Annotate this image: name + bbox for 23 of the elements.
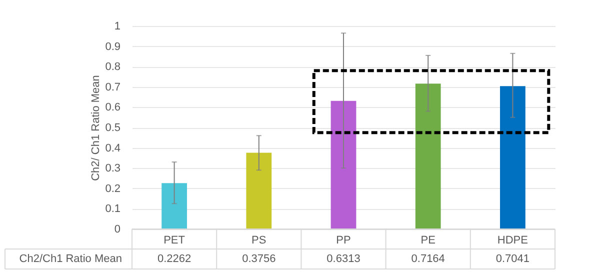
data-label: 0.7164 xyxy=(411,253,445,265)
y-tick-label: 0.7 xyxy=(105,81,120,94)
data-label: 0.2262 xyxy=(157,253,192,265)
data-label: 0.6313 xyxy=(326,253,360,265)
y-tick-label: 0 xyxy=(114,224,120,236)
y-tick-label: 1 xyxy=(114,20,120,32)
y-tick-label: 0.9 xyxy=(105,40,120,53)
x-tick-label: HDPE xyxy=(497,234,528,246)
y-tick-label: 0.3 xyxy=(105,162,120,175)
y-tick-label: 0.5 xyxy=(105,122,120,134)
x-tick-label: PP xyxy=(336,234,351,246)
x-tick-label: PET xyxy=(164,234,186,246)
x-tick-label: PE xyxy=(420,234,436,246)
y-axis-title: Ch2/ Ch1 Ratio Mean xyxy=(90,75,102,181)
y-tick-label: 0.6 xyxy=(105,102,120,114)
data-label: 0.7041 xyxy=(496,253,530,265)
x-tick-label: PS xyxy=(252,234,266,246)
y-tick-label: 0.1 xyxy=(105,203,120,216)
data-label: 0.3756 xyxy=(242,253,276,265)
text: Ch2/Ch1 Ratio Mean xyxy=(19,253,122,265)
y-tick-label: 0.2 xyxy=(105,182,120,195)
y-tick-label: 0.4 xyxy=(105,142,120,154)
y-tick-label: 0.8 xyxy=(105,61,120,74)
